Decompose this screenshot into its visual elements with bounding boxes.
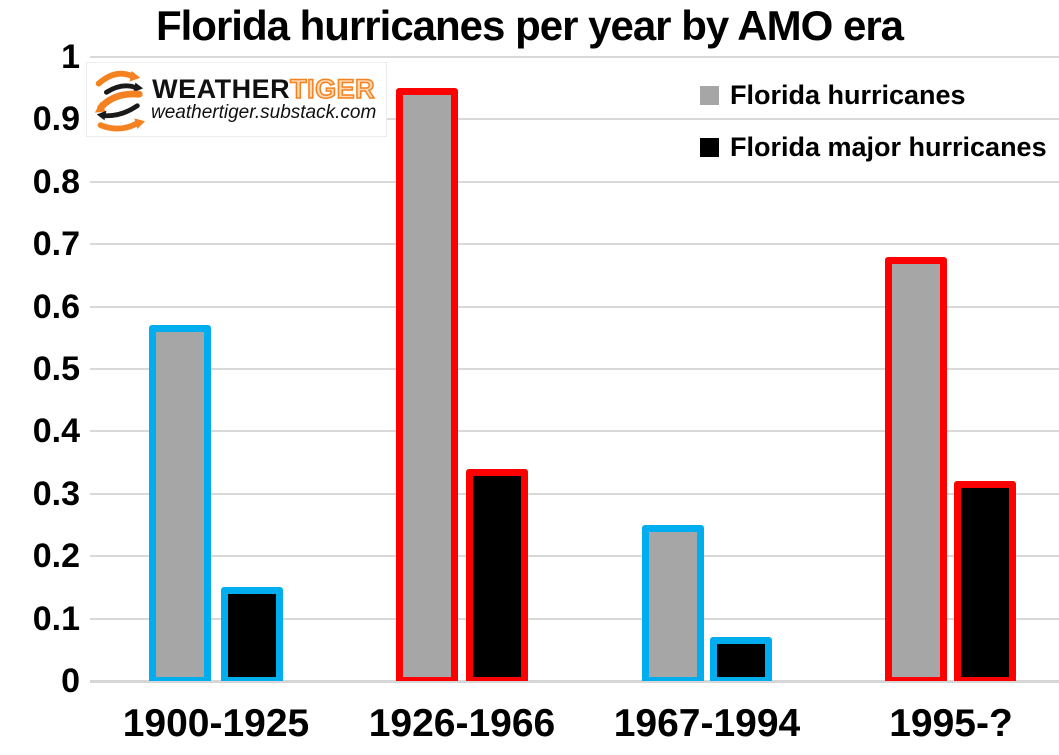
- y-tick-label-0.4: 0.4: [32, 412, 80, 450]
- gridline: [90, 181, 1059, 183]
- y-tick-label-0: 0: [61, 662, 80, 700]
- x-tick-label-1967-1994: 1967-1994: [613, 702, 801, 745]
- plot-area: [90, 56, 1059, 683]
- bar-major-hurricanes-1995-?: [954, 481, 1016, 681]
- bar-hurricanes-1995-?: [885, 257, 947, 681]
- bar-major-hurricanes-1926-1966: [466, 469, 528, 681]
- gridline: [90, 493, 1059, 495]
- legend-item-1: Florida major hurricanes: [700, 132, 1047, 163]
- legend-label-1: Florida major hurricanes: [730, 132, 1047, 162]
- y-tick-label-1: 1: [61, 38, 80, 76]
- hurricane-swirl-icon: [94, 70, 146, 131]
- legend-label-0: Florida hurricanes: [730, 80, 966, 110]
- gridline: [90, 618, 1059, 620]
- logo-text: WEATHERTIGER weathertiger.substack.com: [151, 73, 377, 124]
- x-tick-label-1995-?: 1995-?: [889, 702, 1013, 745]
- x-axis-baseline: [90, 680, 1059, 683]
- logo-brand-tiger: TIGER: [289, 73, 376, 104]
- weathertiger-logo: WEATHERTIGER weathertiger.substack.com: [86, 62, 387, 137]
- logo-subtitle: weathertiger.substack.com: [151, 102, 377, 124]
- gridline: [90, 306, 1059, 308]
- gridline: [90, 555, 1059, 557]
- bar-hurricanes-1967-1994: [642, 525, 704, 681]
- gridline: [90, 430, 1059, 432]
- y-tick-label-0.2: 0.2: [32, 537, 80, 575]
- gridline: [90, 368, 1059, 370]
- bar-hurricanes-1900-1925: [149, 325, 211, 681]
- bar-major-hurricanes-1900-1925: [221, 587, 283, 681]
- gridline: [90, 243, 1059, 245]
- legend-swatch-0: [700, 86, 719, 105]
- y-tick-label-0.6: 0.6: [32, 288, 80, 326]
- legend-item-0: Florida hurricanes: [700, 80, 1047, 111]
- y-tick-label-0.7: 0.7: [32, 225, 80, 263]
- chart-title: Florida hurricanes per year by AMO era: [155, 2, 904, 49]
- legend-swatch-1: [700, 138, 719, 157]
- y-tick-label-0.5: 0.5: [32, 350, 80, 388]
- bar-major-hurricanes-1967-1994: [710, 637, 772, 681]
- gridline: [90, 56, 1059, 58]
- gridline: [90, 118, 1059, 120]
- y-tick-label-0.3: 0.3: [32, 475, 80, 513]
- y-tick-label-0.9: 0.9: [32, 100, 80, 138]
- legend: Florida hurricanes Florida major hurrican…: [700, 80, 1047, 163]
- logo-brand: WEATHERTIGER: [152, 73, 376, 104]
- x-tick-label-1926-1966: 1926-1966: [368, 702, 556, 745]
- y-tick-label-0.8: 0.8: [32, 163, 80, 201]
- bar-hurricanes-1926-1966: [396, 88, 458, 681]
- logo-brand-weather: WEATHER: [152, 73, 291, 104]
- x-tick-label-1900-1925: 1900-1925: [122, 702, 310, 745]
- y-tick-label-0.1: 0.1: [32, 600, 80, 638]
